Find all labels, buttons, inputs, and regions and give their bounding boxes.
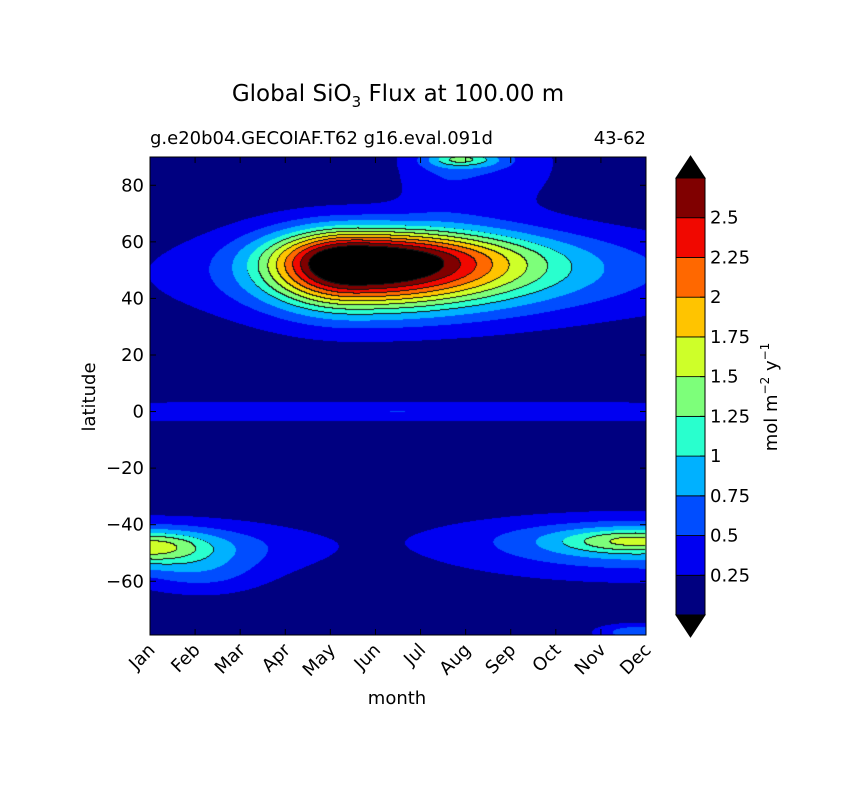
chart-title-main: Global SiO: [232, 81, 352, 107]
chart-subtitle-left: g.e20b04.GECOIAF.T62 g16.eval.091d: [150, 128, 493, 149]
colorbar-tick-label: 1.75: [710, 327, 750, 348]
x-tick-label: Feb: [167, 640, 204, 677]
x-axis-label: month: [368, 688, 426, 709]
colorbar-label-main: mol m: [761, 394, 782, 451]
colorbar-segment: [675, 257, 706, 298]
x-tick-label: Nov: [571, 639, 611, 679]
colorbar-segment: [675, 574, 706, 616]
colorbar-segment: [675, 376, 706, 417]
colorbar-tick-label: 2.25: [710, 247, 750, 268]
y-tick-label: −40: [106, 515, 144, 536]
heatmap-image: [150, 157, 646, 635]
y-tick-label: 80: [121, 175, 144, 196]
colorbar-tick-label: 1.5: [710, 367, 739, 388]
colorbar-tick-label: 2.5: [710, 208, 739, 229]
y-tick-label: −60: [106, 571, 144, 592]
colorbar-under-arrow: [675, 614, 706, 638]
colorbar-tick-label: 0.25: [710, 565, 750, 586]
colorbar-label-exp2: −1: [758, 343, 772, 361]
chart-title: Global SiO3 Flux at 100.00 m: [232, 81, 564, 111]
colorbar: [675, 155, 706, 638]
x-tick-label: Jul: [399, 640, 430, 671]
plot-frame: [149, 156, 647, 636]
y-tick-label: 0: [133, 402, 144, 423]
y-axis-ticks: 80 60 40 20 0 −20 −40 −60: [106, 175, 646, 592]
y-tick-label: −20: [106, 458, 144, 479]
colorbar-segment: [675, 495, 706, 536]
x-tick-label: Dec: [616, 640, 655, 679]
y-tick-label: 60: [121, 232, 144, 253]
colorbar-segment: [675, 177, 706, 219]
chart-title-rest: Flux at 100.00 m: [361, 81, 564, 107]
colorbar-tick-label: 1: [710, 446, 721, 467]
x-tick-label: Sep: [481, 640, 520, 679]
x-tick-label: Oct: [528, 640, 565, 677]
colorbar-segment: [675, 415, 706, 457]
colorbar-ticks: 0.25 0.5 0.75 1 1.25 1.5 1.75 2 2.25 2.5: [700, 208, 750, 586]
colorbar-tick-label: 0.5: [710, 526, 739, 547]
colorbar-over-arrow: [675, 155, 706, 179]
colorbar-tick-label: 2: [710, 287, 721, 308]
colorbar-tick-label: 1.25: [710, 406, 750, 427]
y-tick-label: 20: [121, 345, 144, 366]
colorbar-frame: [675, 177, 706, 616]
y-axis-label: latitude: [79, 362, 100, 431]
colorbar-segment: [675, 535, 706, 576]
colorbar-label-exp1: −2: [758, 377, 772, 395]
colorbar-tick-label: 0.75: [710, 486, 750, 507]
colorbar-label: mol m−2 y−1: [758, 343, 782, 452]
colorbar-label-mid: y: [761, 360, 782, 377]
colorbar-segment: [675, 217, 706, 258]
heatmap-plot-area: [150, 157, 646, 635]
x-tick-label: Mar: [211, 639, 250, 678]
chart-title-subscript: 3: [352, 93, 362, 111]
x-tick-label: Jan: [124, 640, 159, 675]
x-tick-label: Jun: [350, 640, 385, 675]
chart-subtitle-right: 43-62: [594, 128, 646, 149]
x-tick-label: May: [299, 639, 340, 680]
y-tick-label: 40: [121, 288, 144, 309]
x-tick-label: Apr: [258, 639, 295, 676]
colorbar-segment: [675, 296, 706, 338]
x-tick-label: Aug: [435, 640, 475, 680]
colorbar-segment: [675, 336, 706, 378]
colorbar-segment: [675, 455, 706, 497]
